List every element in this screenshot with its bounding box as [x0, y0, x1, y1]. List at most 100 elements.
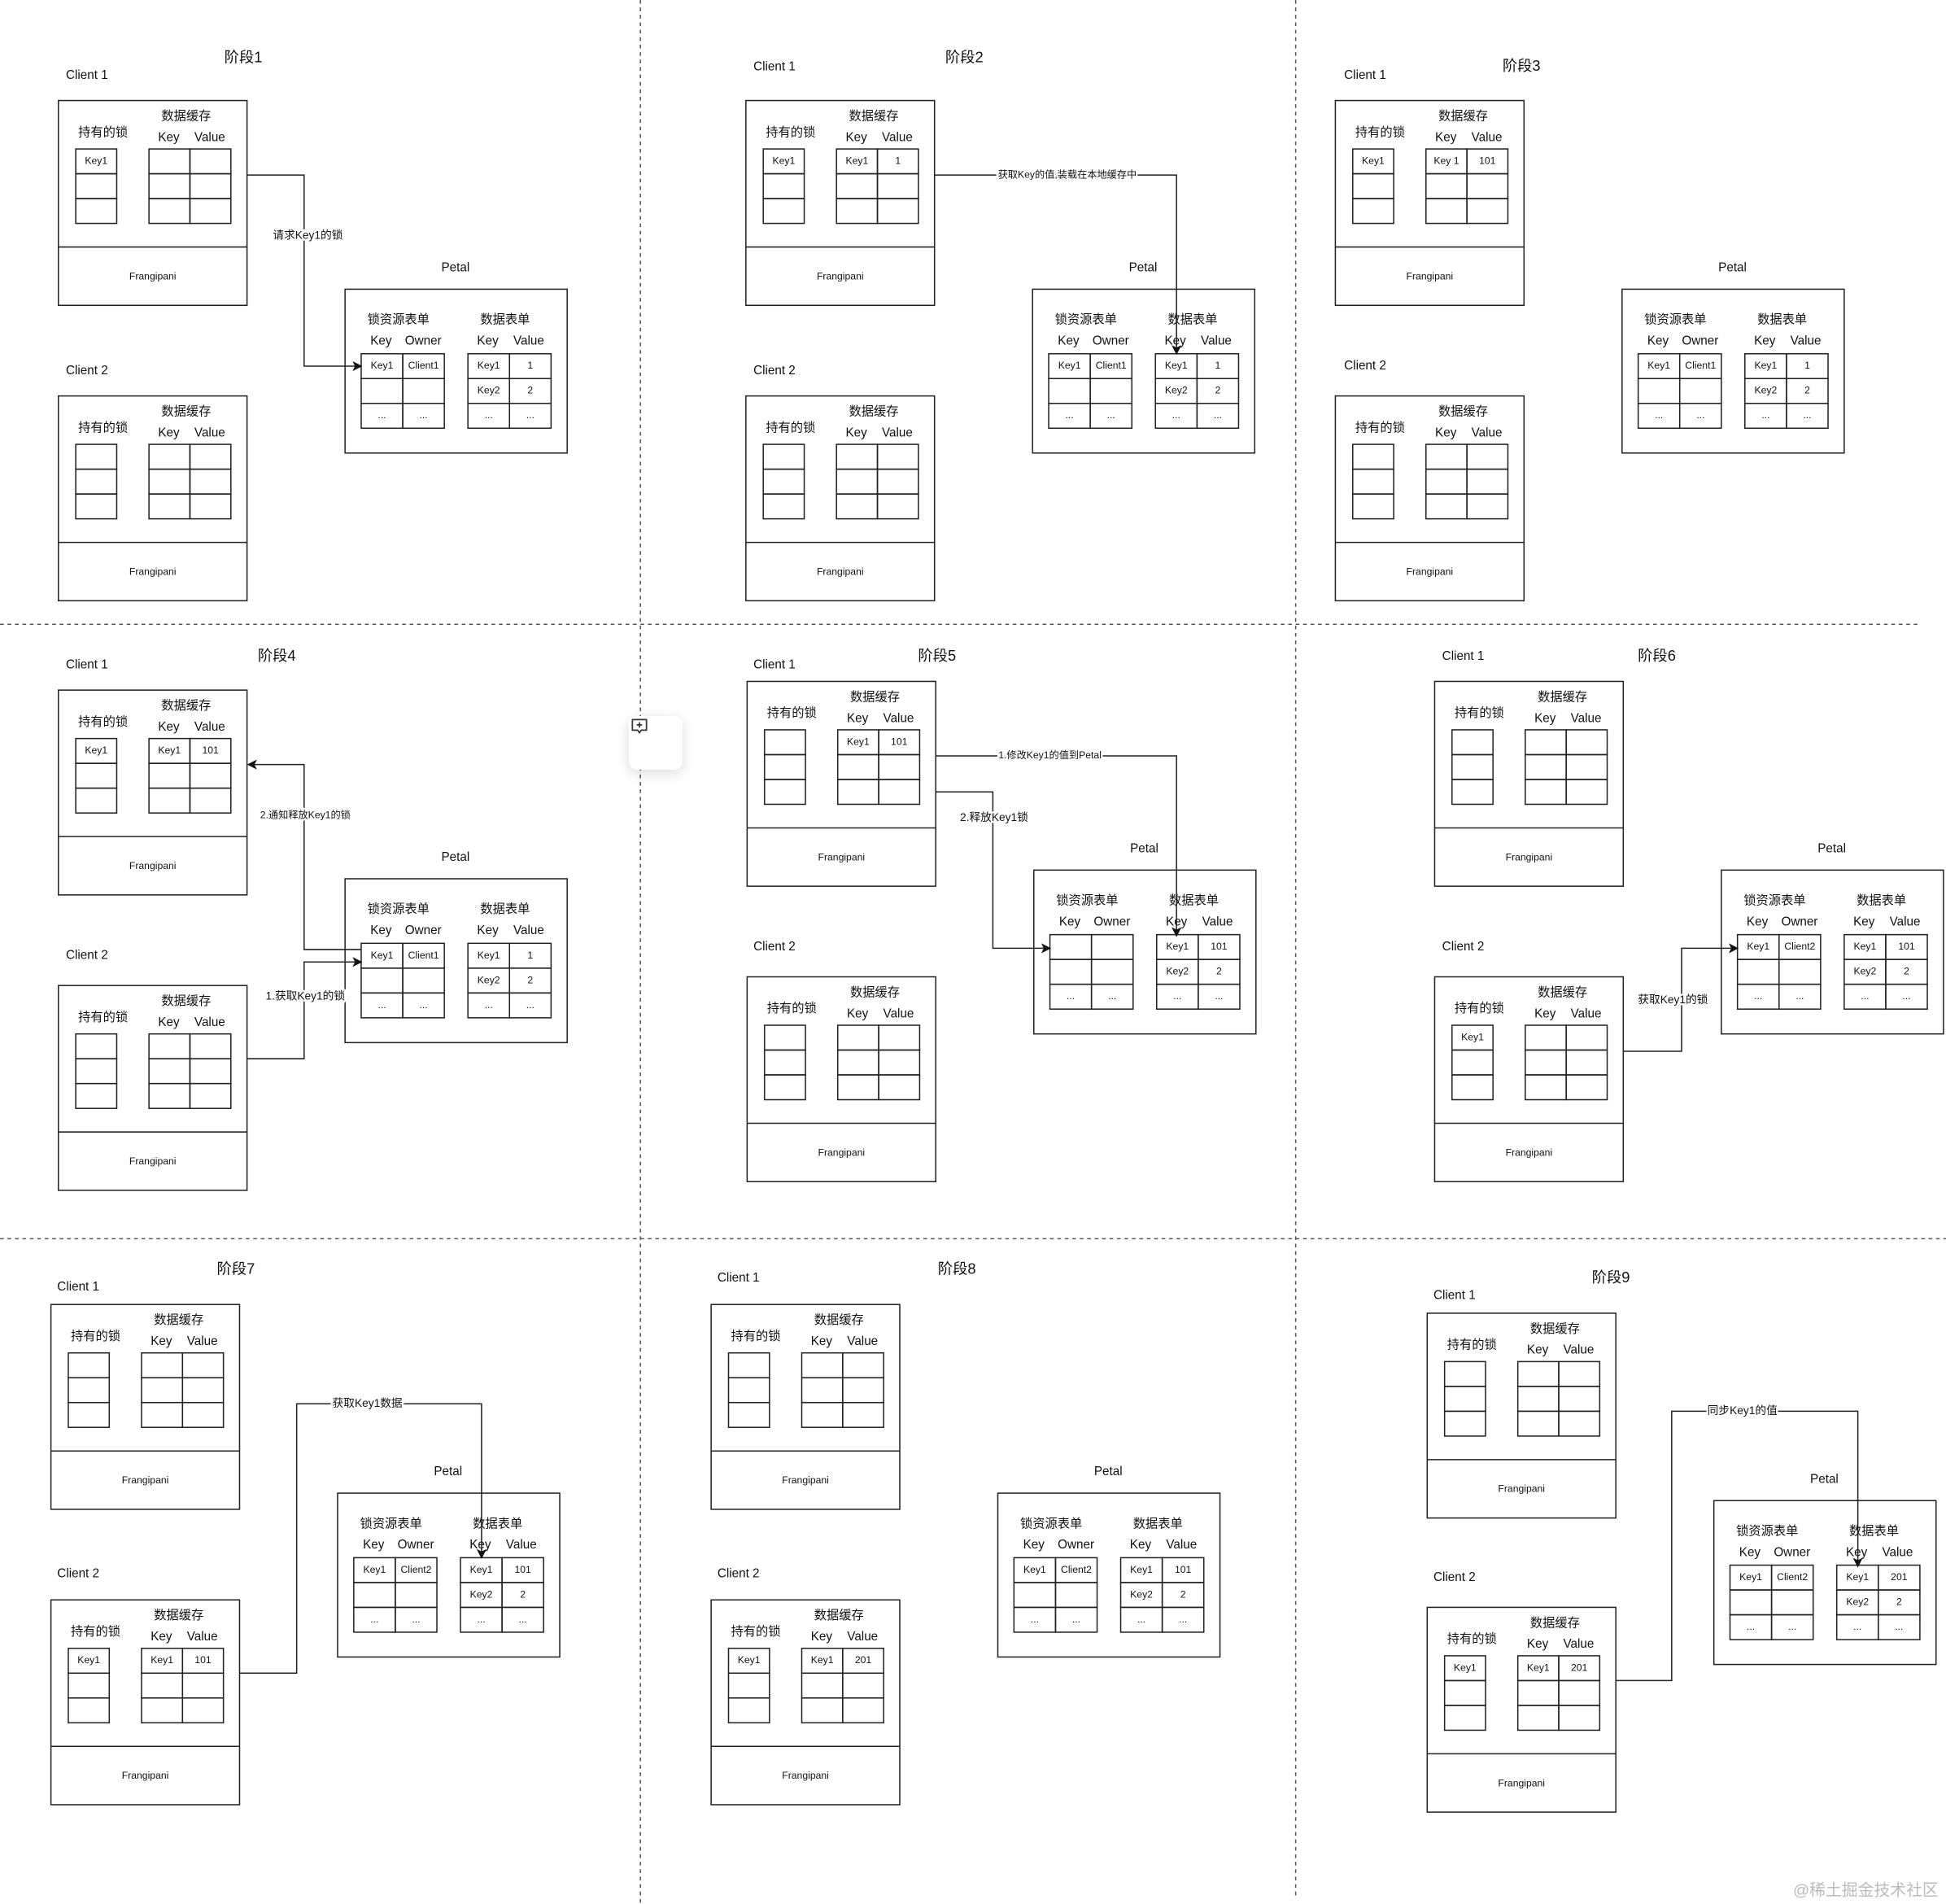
data-cache-table	[1525, 729, 1608, 806]
table-cell	[1196, 402, 1240, 430]
petal: Petal 锁资源表单 Key Owner 数据表单 Key Value Key1 Client…	[344, 261, 568, 454]
table-cell	[1352, 198, 1394, 225]
table-cell	[360, 378, 404, 404]
table-cell	[842, 1401, 884, 1428]
table-cell	[1516, 1410, 1560, 1437]
cache-header: 数据缓存	[154, 1609, 203, 1622]
table-cell	[1770, 1614, 1814, 1640]
frangipani-label: Frangipani	[1407, 270, 1454, 282]
cell-text: ...	[485, 999, 493, 1011]
cell-text: Key2	[478, 974, 500, 985]
value-header: Value	[847, 1334, 878, 1348]
key-header: Key	[151, 1334, 172, 1348]
table-cell	[1425, 198, 1468, 225]
cell-text: ...	[1172, 409, 1180, 421]
value-header: Value	[884, 711, 914, 725]
table-cell	[878, 1024, 921, 1051]
table-cell	[762, 468, 805, 495]
cache-header: 数据缓存	[1538, 985, 1587, 999]
frangipani-label: Frangipani	[1498, 1483, 1545, 1495]
cell-text: 1	[895, 155, 901, 167]
add-comment-button[interactable]	[629, 716, 683, 770]
arrow	[247, 174, 363, 372]
arrow	[934, 174, 1182, 356]
cell-text: Key2	[478, 385, 500, 396]
key-header: Key	[847, 711, 869, 725]
cache-header: 数据缓存	[814, 1313, 864, 1327]
data-cache-table: Key1 201	[801, 1648, 884, 1724]
cell-text: Key1	[1846, 1571, 1869, 1583]
table-cell	[1443, 1705, 1486, 1732]
table-cell	[801, 1377, 844, 1404]
table-cell	[75, 493, 118, 520]
table-cell	[181, 1401, 225, 1428]
table-cell	[1466, 198, 1509, 225]
cell-text: 101	[202, 745, 219, 756]
table-cell	[836, 493, 879, 520]
client-1: Client 1 持有的锁 数据缓存 Key Value Frangipani	[1426, 1289, 1617, 1519]
held-locks-table	[763, 729, 806, 806]
table-cell	[1558, 1705, 1601, 1732]
key-header: Key	[158, 720, 180, 734]
data-table-header: 数据表单	[1849, 1524, 1899, 1538]
table-cell	[148, 468, 191, 495]
client-label: Client 1	[753, 59, 796, 73]
client-2: Client 2 持有的锁 数据缓存 Key Value Frangipani	[58, 949, 248, 1191]
cell-text: ...	[1072, 1614, 1080, 1625]
table-cell	[1525, 729, 1567, 756]
data-table-header: 数据表单	[473, 1517, 522, 1531]
client-2: Client 2 持有的锁 数据缓存 Key Value Key1 Key1 201 Frang…	[1426, 1570, 1617, 1813]
locks-header: 持有的锁	[731, 1625, 781, 1639]
lock-resource-table: ......	[1049, 933, 1134, 1010]
value-header: Value	[882, 426, 913, 439]
client-box	[746, 680, 936, 887]
cell-text: ...	[1747, 1621, 1755, 1632]
table-cell	[836, 468, 879, 495]
cell-text: ...	[412, 1614, 420, 1625]
petal-label: Petal	[1817, 841, 1846, 855]
client-box	[58, 395, 248, 602]
value-header: Value	[1472, 426, 1503, 439]
cell-text: ...	[477, 1614, 485, 1625]
table-cell	[801, 1697, 844, 1724]
owner-header: Owner	[1781, 915, 1817, 928]
key-header: Key	[1747, 915, 1769, 928]
key-header: Key	[1058, 334, 1080, 348]
lock-table-header: 锁资源表单	[1736, 1524, 1798, 1538]
table-cell	[1013, 1582, 1057, 1609]
table-cell	[836, 1024, 879, 1051]
locks-header: 持有的锁	[1455, 1002, 1504, 1015]
table-cell	[1089, 402, 1133, 430]
cell-text: Key1	[478, 950, 500, 961]
held-locks-table	[68, 1352, 111, 1428]
table-cell	[842, 1377, 884, 1404]
data-table-header: 数据表单	[1757, 313, 1807, 327]
table-cell	[68, 1401, 111, 1428]
cell-text: ...	[1761, 409, 1769, 421]
table-cell	[1090, 933, 1134, 960]
data-cache-table	[148, 1033, 232, 1109]
client-label: Client 1	[1442, 649, 1485, 663]
data-cache-table: Key1 1	[836, 148, 919, 225]
cell-text: ...	[420, 999, 428, 1011]
petal-label: Petal	[1129, 261, 1158, 275]
cell-text: ...	[1067, 990, 1075, 1002]
cache-header: 数据缓存	[154, 1313, 203, 1327]
key-header: Key	[1534, 1007, 1556, 1020]
table-cell	[148, 198, 191, 225]
lock-resource-table: Key1 Client1......	[360, 942, 445, 1019]
table-cell	[1048, 378, 1091, 404]
cell-text: Key1	[77, 1654, 100, 1666]
client-label: Client 1	[66, 68, 108, 82]
data-cache-table: Key1 101	[836, 729, 921, 806]
table-cell	[1425, 443, 1468, 470]
stage-title: 阶段5	[918, 647, 956, 664]
cell-text: ...	[1861, 990, 1869, 1002]
table-cell	[1451, 779, 1494, 806]
cell-text: Key1	[363, 1564, 386, 1575]
table-cell	[1352, 443, 1394, 470]
data-cache-table	[148, 148, 232, 225]
data-cache-table: Key1 101	[141, 1648, 225, 1724]
